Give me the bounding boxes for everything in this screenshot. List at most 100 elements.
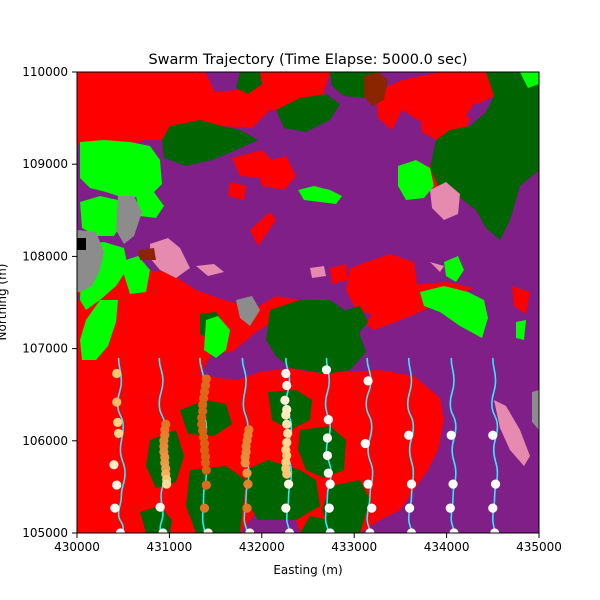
agent-8 <box>404 357 417 533</box>
x-tick-label: 434000 <box>424 540 470 554</box>
agent-marker <box>199 503 210 513</box>
agent-marker <box>367 503 377 513</box>
y-axis-ticks: 105000 106000 107000 108000 109000 11000… <box>22 65 77 540</box>
map-pink-regions <box>150 182 530 466</box>
x-tick-label: 432000 <box>239 540 285 554</box>
y-tick-2: 107000 <box>22 342 77 356</box>
agent-marker <box>155 502 165 512</box>
axes-frame <box>76 71 540 534</box>
agent-marker <box>490 528 500 533</box>
chart-title: Swarm Trajectory (Time Elapse: 5000.0 se… <box>148 52 467 68</box>
agent-5 <box>280 357 295 533</box>
map-brown-black-patches <box>77 72 388 260</box>
agent-marker <box>283 428 293 439</box>
agent-marker <box>323 468 333 478</box>
y-tick-label: 106000 <box>22 434 68 448</box>
map-gray-regions <box>77 196 539 430</box>
agent-marker <box>325 479 335 489</box>
x-tick-label: 435000 <box>516 540 562 554</box>
agent-marker <box>281 368 291 379</box>
agent-marker <box>197 413 207 423</box>
agent-marker <box>445 503 455 513</box>
agent-marker <box>203 528 213 533</box>
agent-7 <box>360 357 377 533</box>
agent-6 <box>321 357 335 533</box>
agent-marker <box>281 410 291 420</box>
x-tick-2: 432000 <box>239 533 285 554</box>
agent-marker <box>321 365 332 375</box>
agent-marker <box>322 450 333 461</box>
y-tick-label: 108000 <box>22 249 68 263</box>
agent-marker <box>360 438 370 449</box>
agent-marker <box>112 480 122 490</box>
agent-marker <box>283 479 294 489</box>
x-tick-3: 433000 <box>331 533 377 554</box>
agent-marker <box>405 503 415 513</box>
y-tick-3: 108000 <box>22 249 77 263</box>
agent-marker <box>282 380 292 391</box>
agent-marker <box>282 438 292 448</box>
agent-marker <box>282 419 292 429</box>
agent-marker <box>109 460 119 470</box>
x-tick-4: 434000 <box>424 533 470 554</box>
y-tick-label: 107000 <box>22 342 68 356</box>
agent-marker <box>198 400 208 410</box>
agent-marker <box>449 528 459 533</box>
x-tick-label: 433000 <box>331 540 377 554</box>
x-tick-label: 430000 <box>54 540 100 554</box>
agent-marker <box>363 479 373 489</box>
x-tick-0: 430000 <box>54 533 100 554</box>
agent-marker <box>488 430 498 440</box>
agent-marker <box>284 528 295 533</box>
agent-marker <box>112 368 122 379</box>
agent-marker <box>199 438 210 449</box>
agent-marker <box>113 417 123 427</box>
swarm-data-layer <box>109 357 501 533</box>
y-tick-label: 110000 <box>22 65 68 79</box>
agent-marker <box>240 458 250 468</box>
agent-marker <box>282 469 292 479</box>
agent-marker <box>281 457 291 467</box>
x-tick-1: 431000 <box>146 533 192 554</box>
agent-marker <box>245 528 255 533</box>
agent-marker <box>162 479 172 489</box>
map-dark-green-regions <box>140 72 539 533</box>
agent-marker <box>363 376 373 386</box>
agent-marker <box>448 479 458 489</box>
agent-1 <box>109 357 126 533</box>
agent-marker <box>115 528 126 533</box>
land-cover-map <box>77 72 539 533</box>
trajectory-line <box>365 357 374 533</box>
agent-4 <box>240 357 255 533</box>
y-tick-label: 105000 <box>22 526 68 540</box>
agent-marker <box>324 503 334 513</box>
agent-marker <box>404 430 414 440</box>
agent-marker <box>323 414 333 425</box>
x-tick-label: 431000 <box>146 540 192 554</box>
agent-marker <box>243 479 253 489</box>
agent-marker <box>488 503 498 513</box>
agent-marker <box>110 503 120 513</box>
agent-marker <box>242 503 252 513</box>
agent-3 <box>197 357 213 533</box>
y-axis-label: Northing (m) <box>0 264 9 341</box>
x-tick-5: 435000 <box>516 533 562 554</box>
x-axis-ticks: 430000 431000 432000 433000 434000 43500… <box>54 533 562 554</box>
y-tick-1: 106000 <box>22 434 77 448</box>
agent-marker <box>200 458 211 468</box>
agent-marker <box>446 430 456 440</box>
y-tick-0: 105000 <box>22 526 77 540</box>
agent-marker <box>490 479 501 489</box>
agent-marker <box>200 451 211 462</box>
agent-marker <box>322 433 333 443</box>
agent-9 <box>445 357 459 533</box>
agent-marker <box>365 528 375 533</box>
trajectory-line <box>324 357 332 533</box>
agent-marker <box>281 503 291 513</box>
agent-marker <box>280 395 290 405</box>
agent-marker <box>112 397 122 407</box>
agent-marker <box>158 528 168 533</box>
y-tick-label: 109000 <box>22 157 68 171</box>
agent-2 <box>155 357 172 533</box>
